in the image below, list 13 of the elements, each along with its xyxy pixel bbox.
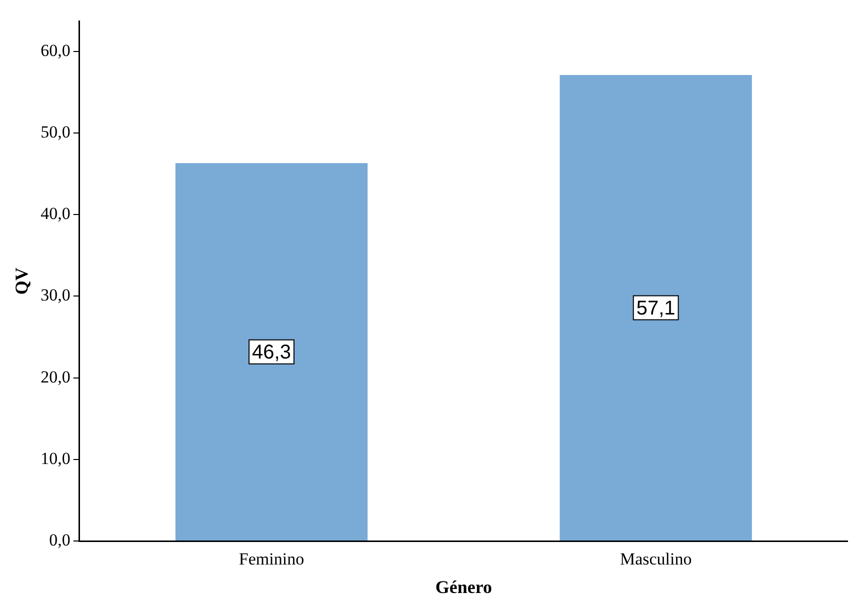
y-tick-label: 10,0 (40, 448, 70, 468)
y-tick-label: 20,0 (40, 367, 70, 386)
y-tick-label: 50,0 (40, 122, 70, 142)
x-tick-label: Masculino (620, 550, 692, 569)
y-tick-label: 60,0 (40, 40, 70, 60)
data-label: 57,1 (636, 297, 676, 320)
y-axis-title: QV (11, 268, 32, 295)
y-tick-label: 30,0 (40, 286, 70, 305)
y-tick-label: 0,0 (49, 530, 70, 550)
x-axis-title: Género (435, 576, 492, 597)
x-tick-label: Feminino (238, 550, 304, 569)
y-tick-label: 40,0 (40, 204, 70, 224)
data-label: 46,3 (252, 341, 291, 364)
